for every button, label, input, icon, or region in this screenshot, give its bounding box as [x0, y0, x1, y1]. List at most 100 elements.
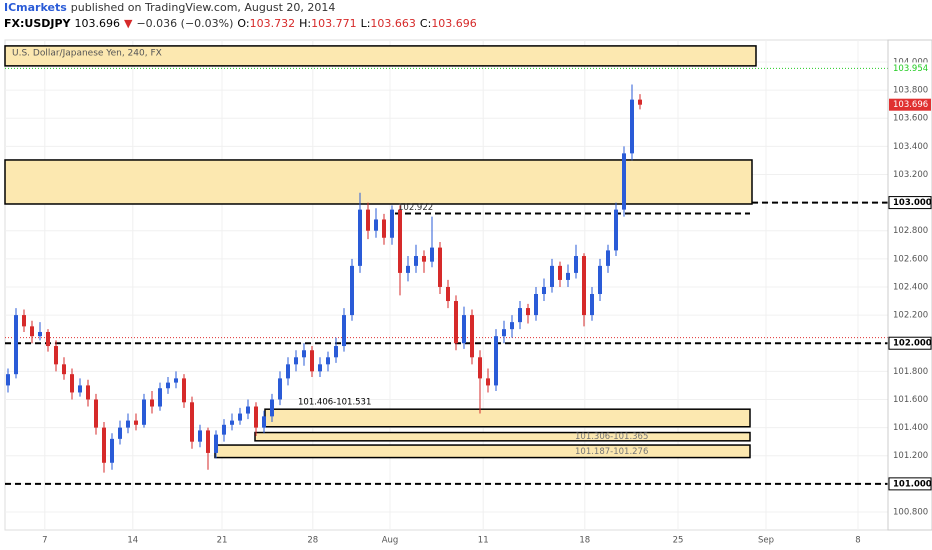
y-tick-label: 101.600 — [893, 395, 928, 405]
candle-body — [6, 374, 10, 386]
candle-body — [558, 265, 562, 280]
candle-body — [414, 256, 418, 266]
change: −0.036 (−0.03%) — [136, 17, 233, 30]
candle-body — [166, 382, 170, 389]
candle-body — [502, 329, 506, 337]
y-tick-label: 102.200 — [893, 311, 928, 321]
zone — [4, 45, 757, 67]
candle-body — [494, 336, 498, 386]
zone-label: 101.306-101.365 — [575, 432, 648, 442]
chart-title: U.S. Dollar/Japanese Yen, 240, FX — [12, 48, 162, 58]
candle-body — [222, 424, 226, 435]
ohlc-key: C: — [420, 17, 431, 30]
zone — [214, 444, 751, 459]
candle-body — [350, 265, 354, 316]
candle-body — [470, 315, 474, 358]
candle-body — [438, 247, 442, 287]
y-tick-label: 103.800 — [893, 86, 928, 96]
candle-body — [406, 265, 410, 273]
candle-body — [430, 247, 434, 262]
candle-body — [326, 357, 330, 365]
candle-body — [542, 286, 546, 295]
candle-body — [590, 294, 594, 316]
ohlc-key: O: — [237, 17, 249, 30]
candle-body — [182, 378, 186, 403]
y-tick-label: 103.200 — [893, 170, 928, 180]
candle-body — [46, 331, 50, 347]
candle-body — [174, 378, 178, 383]
y-tick-label: 100.800 — [893, 507, 928, 517]
candle-body — [462, 315, 466, 344]
candle-body — [150, 399, 154, 407]
candle-body — [190, 402, 194, 442]
candle-body — [374, 219, 378, 231]
candle-body — [598, 265, 602, 295]
candle-body — [318, 364, 322, 372]
candle-body — [422, 256, 426, 262]
y-tick-label: 103.600 — [893, 114, 928, 124]
y-tick-label: 101.400 — [893, 423, 928, 433]
candle-body — [94, 399, 98, 428]
zone-label: 101.406-101.531 — [298, 398, 371, 408]
candle-body — [478, 357, 482, 379]
candle-body — [630, 99, 634, 154]
candle-body — [366, 209, 370, 231]
price-label: 103.696 — [893, 100, 928, 110]
y-tick-label: 103.400 — [893, 142, 928, 152]
candle-body — [534, 294, 538, 316]
header-line-2: FX:USDJPY 103.696 ▼ −0.036 (−0.03%) O:103.73… — [4, 17, 477, 30]
price-label-box — [888, 196, 932, 210]
x-tick-label: Aug — [382, 536, 399, 546]
zone — [4, 159, 753, 205]
candle-body — [118, 427, 122, 439]
candle-body — [254, 406, 258, 428]
x-tick-label: 28 — [307, 536, 318, 546]
candle-body — [302, 350, 306, 358]
y-tick-label: 102.800 — [893, 226, 928, 236]
x-tick-label: 21 — [217, 536, 228, 546]
y-tick-label: 102.600 — [893, 254, 928, 264]
candle-body — [86, 385, 90, 400]
price-label: 102.000 — [893, 339, 932, 349]
candle-body — [342, 315, 346, 347]
candle-body — [198, 430, 202, 442]
x-tick-label: Sep — [758, 536, 774, 546]
candle-body — [526, 308, 530, 316]
candle-body — [206, 430, 210, 453]
x-tick-label: 8 — [855, 536, 860, 546]
price-label-box — [888, 336, 932, 350]
candle-body — [310, 350, 314, 372]
x-tick-label: 11 — [478, 536, 489, 546]
candle-body — [294, 357, 298, 365]
candle-body — [230, 420, 234, 425]
candle-body — [446, 286, 450, 302]
candle-body — [110, 438, 114, 463]
candle-body — [390, 209, 394, 238]
last-price: 103.696 — [75, 17, 121, 30]
zone-label: 101.187-101.276 — [575, 447, 648, 457]
candle-body — [134, 420, 138, 425]
publisher: ICmarkets — [4, 1, 67, 14]
x-tick-label: 18 — [579, 536, 590, 546]
price-label: 101.000 — [893, 479, 932, 489]
arrow: ▼ — [124, 17, 133, 30]
candle-body — [638, 99, 642, 105]
candle-body — [622, 153, 626, 210]
symbol: FX:USDJPY — [4, 17, 72, 30]
x-tick-label: 14 — [127, 536, 138, 546]
candle-body — [22, 315, 26, 327]
candle-body — [14, 315, 18, 375]
candle-body — [286, 364, 290, 379]
candle-body — [30, 326, 34, 337]
ohlc-value: 103.771 — [311, 17, 357, 30]
candle-body — [358, 209, 362, 266]
ohlc-value: 103.732 — [250, 17, 296, 30]
candle-body — [262, 416, 266, 428]
ohlc-value: 103.696 — [431, 17, 477, 30]
y-tick-label: 101.200 — [893, 451, 928, 461]
candle-body — [78, 385, 82, 393]
candle-body — [454, 301, 458, 344]
price-label-box — [889, 98, 931, 111]
y-tick-label: 102.400 — [893, 282, 928, 292]
